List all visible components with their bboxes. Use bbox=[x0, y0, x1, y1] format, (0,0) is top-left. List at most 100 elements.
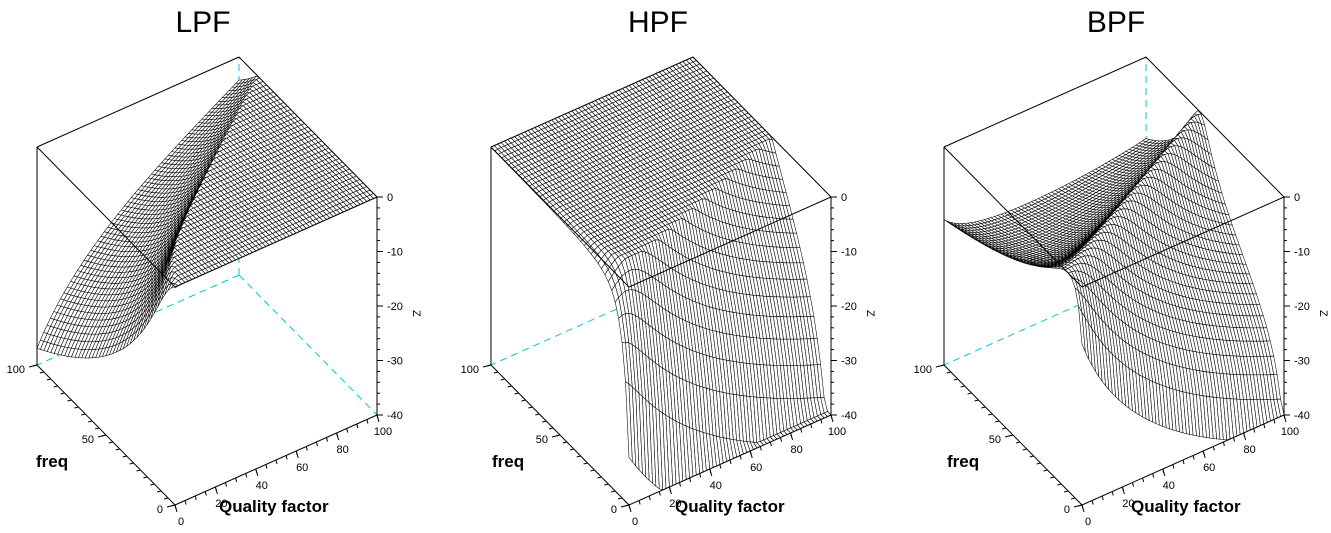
y-minor-tick bbox=[60, 392, 65, 395]
y-tick-label: 50 bbox=[82, 434, 94, 446]
y-axis-label-bpf: freq bbox=[947, 452, 980, 471]
x-minor-tick bbox=[204, 491, 207, 496]
y-minor-tick bbox=[611, 490, 616, 493]
x-minor-tick bbox=[769, 441, 772, 447]
y-minor-tick bbox=[53, 385, 58, 388]
x-minor-tick bbox=[689, 477, 692, 483]
y-minor-tick bbox=[32, 364, 38, 367]
x-minor-tick bbox=[326, 437, 328, 442]
x-minor-tick bbox=[739, 455, 742, 460]
x-minor-tick bbox=[820, 419, 823, 424]
z-tick-label: -30 bbox=[841, 356, 857, 368]
x-minor-tick bbox=[638, 500, 641, 505]
surface-mesh-lpf bbox=[36, 75, 378, 359]
y-minor-tick bbox=[514, 392, 519, 395]
x-minor-tick bbox=[194, 495, 197, 501]
x-minor-tick bbox=[780, 437, 782, 442]
x-minor-tick bbox=[699, 473, 702, 478]
y-minor-tick bbox=[521, 399, 526, 402]
z-tick-label: -20 bbox=[841, 301, 857, 313]
y-axis-label-hpf: freq bbox=[492, 452, 525, 471]
x-tick-label: 80 bbox=[790, 444, 802, 456]
x-tick-label: 40 bbox=[710, 480, 722, 492]
y-tick-label: 0 bbox=[611, 504, 617, 516]
plot-title-bpf: BPF bbox=[1086, 6, 1146, 39]
y-minor-tick bbox=[597, 476, 602, 479]
x-minor-tick bbox=[679, 482, 681, 487]
x-minor-tick bbox=[628, 504, 631, 510]
y-minor-tick bbox=[136, 469, 141, 472]
y-minor-tick bbox=[101, 434, 107, 437]
x-tick-label: 40 bbox=[256, 480, 268, 492]
y-minor-tick bbox=[163, 497, 169, 500]
z-tick-label: -10 bbox=[841, 247, 857, 259]
y-minor-tick bbox=[88, 420, 93, 423]
x-minor-tick bbox=[709, 468, 712, 474]
y-tick-label: 100 bbox=[7, 364, 25, 376]
y-minor-tick bbox=[46, 378, 51, 381]
x-minor-tick bbox=[668, 486, 671, 492]
plot-title-lpf: LPF bbox=[175, 6, 231, 39]
x-minor-tick bbox=[376, 414, 379, 420]
y-tick-label: 0 bbox=[157, 504, 163, 516]
y-minor-tick bbox=[590, 469, 595, 472]
x-minor-tick bbox=[225, 482, 227, 487]
y-minor-tick bbox=[576, 455, 581, 458]
y-tick-label: 50 bbox=[536, 434, 548, 446]
y-minor-tick bbox=[617, 497, 623, 500]
y-minor-tick bbox=[569, 448, 574, 451]
y-minor-tick bbox=[129, 462, 134, 465]
x-minor-tick bbox=[336, 432, 339, 438]
z-axis-label: Z bbox=[410, 310, 422, 317]
y-minor-tick bbox=[624, 504, 630, 507]
y-minor-tick bbox=[150, 483, 155, 486]
y-minor-tick bbox=[486, 364, 492, 367]
x-axis-label-lpf: Quality factor bbox=[219, 497, 329, 516]
x-tick-label: 0 bbox=[178, 516, 184, 528]
plot-title-hpf: HPF bbox=[628, 6, 688, 39]
x-minor-tick bbox=[648, 495, 651, 501]
hidden-edge-back-right bbox=[238, 274, 378, 416]
y-minor-tick bbox=[67, 399, 72, 402]
x-tick-label: 100 bbox=[374, 426, 392, 438]
x-minor-tick bbox=[275, 459, 278, 465]
y-minor-tick bbox=[583, 462, 588, 465]
x-minor-tick bbox=[749, 450, 752, 456]
x-minor-tick bbox=[295, 450, 298, 456]
y-minor-tick bbox=[548, 427, 554, 430]
z-tick-label: -40 bbox=[387, 410, 403, 422]
z-tick-label: -30 bbox=[387, 356, 403, 368]
x-minor-tick bbox=[759, 446, 762, 451]
surface-mesh-hpf bbox=[490, 56, 832, 491]
x-minor-tick bbox=[658, 491, 661, 496]
x-minor-tick bbox=[719, 464, 722, 469]
z-tick-label: -40 bbox=[841, 410, 857, 422]
z-tick-label: 0 bbox=[841, 192, 847, 204]
y-minor-tick bbox=[604, 483, 609, 486]
z-tick-label: 0 bbox=[387, 192, 393, 204]
x-minor-tick bbox=[174, 504, 177, 510]
x-minor-tick bbox=[184, 500, 187, 505]
x-tick-label: 80 bbox=[336, 444, 348, 456]
y-minor-tick bbox=[39, 371, 45, 374]
x-minor-tick bbox=[245, 473, 248, 478]
y-minor-tick bbox=[122, 455, 127, 458]
x-minor-tick bbox=[830, 414, 833, 420]
x-tick-label: 20 bbox=[215, 498, 227, 510]
y-minor-tick bbox=[108, 441, 114, 444]
x-minor-tick bbox=[346, 428, 349, 433]
x-tick-label: 60 bbox=[750, 462, 762, 474]
y-minor-tick bbox=[143, 476, 148, 479]
x-minor-tick bbox=[790, 432, 793, 438]
x-minor-tick bbox=[285, 455, 288, 460]
z-tick-label: -10 bbox=[387, 247, 403, 259]
x-minor-tick bbox=[235, 477, 238, 483]
y-minor-tick bbox=[507, 385, 512, 388]
y-minor-tick bbox=[170, 504, 176, 507]
y-minor-tick bbox=[562, 441, 568, 444]
y-minor-tick bbox=[542, 420, 547, 423]
